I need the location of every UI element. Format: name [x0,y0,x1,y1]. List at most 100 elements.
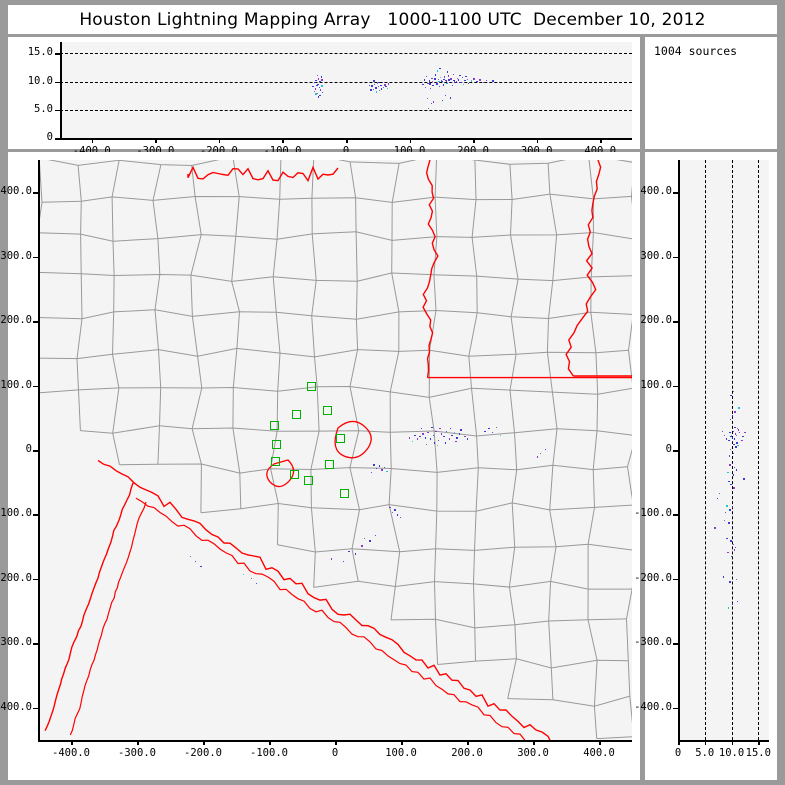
source-point [434,74,437,76]
source-point [728,480,730,483]
source-point [436,444,439,447]
x-axis-tick [704,740,707,745]
source-point [726,505,728,507]
source-point [442,84,444,86]
x-axis-tick-label: 200.0 [451,747,483,759]
source-point [468,82,470,85]
x-axis-tick [409,138,412,143]
source-point [464,79,466,82]
source-point [394,509,396,511]
y-axis-tick [673,578,679,581]
source-point [544,448,547,451]
y-axis-tick-label: -100.0 [0,507,32,520]
source-point [422,83,424,86]
source-point [195,560,197,563]
x-axis-tick-label: 15.0 [745,747,771,759]
source-point [430,438,432,440]
source-point [484,430,486,433]
source-point [381,82,383,84]
source-point [492,431,494,434]
y-axis-tick [673,256,679,259]
x-axis-tick [137,740,139,745]
source-point [737,444,739,447]
source-point [424,86,427,88]
source-point [482,82,485,84]
y-axis-tick-label: 15.0 [27,46,53,59]
source-point [736,428,739,430]
y-axis-tick-label: 0 [25,443,32,455]
source-point [384,84,386,86]
source-point [729,448,732,451]
source-point [438,86,441,88]
x-axis-tick [533,740,535,745]
source-point [729,431,731,434]
x-axis-tick [536,138,539,143]
source-point [389,506,391,509]
source-point [453,431,456,434]
source-point [189,555,192,558]
source-point [428,80,430,82]
source-point [459,433,461,435]
source-point [426,443,428,445]
source-point [733,443,735,445]
source-point [424,437,427,439]
source-point [375,91,378,93]
source-point [729,581,731,583]
source-point [376,82,378,85]
source-point [731,506,733,509]
source-count-label: 1004 sources [654,44,738,58]
y-axis-tick-label: -300.0 [0,636,32,649]
x-axis-tick [282,138,284,143]
source-point [734,546,737,549]
x-axis-tick-label: -200.0 [184,747,222,759]
source-point [439,428,441,430]
source-point [397,514,399,516]
source-point [427,82,429,85]
x-axis-tick [599,740,601,745]
source-point [454,80,456,82]
source-point [429,87,432,90]
y-axis-tick [33,643,39,645]
source-point [440,77,442,79]
source-point [373,80,375,82]
y-axis-tick-label: 100.0 [0,378,32,391]
y-axis-tick-label: -100.0 [634,507,672,520]
source-point [733,438,736,440]
source-count-panel: 1004 sources [645,37,777,149]
source-point [318,96,320,98]
altitude-vs-east-west-panel: 0 5.0 10.0 15.0 -400.0 -300.0 -200.0 -100.0 0 100… [8,37,640,157]
y-axis-tick-label: -200.0 [634,571,672,584]
source-point [736,600,739,603]
source-point [441,99,444,101]
x-axis-tick-label: -300.0 [118,747,156,759]
source-point [718,492,721,494]
y-axis-tick [55,138,61,140]
source-point [485,79,488,82]
source-point [391,511,394,514]
y-axis-tick-label: 400.0 [0,185,32,198]
source-point [429,83,431,85]
source-point [730,540,732,542]
source-point [732,452,734,454]
source-point [467,438,469,440]
y-axis-tick [673,643,679,645]
source-point [445,80,448,82]
source-point [488,428,490,430]
y-axis-tick [673,385,679,388]
lma-station-marker [304,476,314,486]
source-point [451,434,453,436]
source-point [448,438,450,440]
source-point [450,81,453,83]
gridline-horizontal [60,109,632,111]
source-point [724,434,726,436]
source-point [331,558,333,560]
source-point [354,553,357,555]
source-point [312,86,314,88]
source-point [439,67,441,70]
source-point [726,537,728,540]
source-point [732,430,734,433]
source-point [722,576,725,578]
source-point [464,435,466,438]
source-point [319,80,321,83]
